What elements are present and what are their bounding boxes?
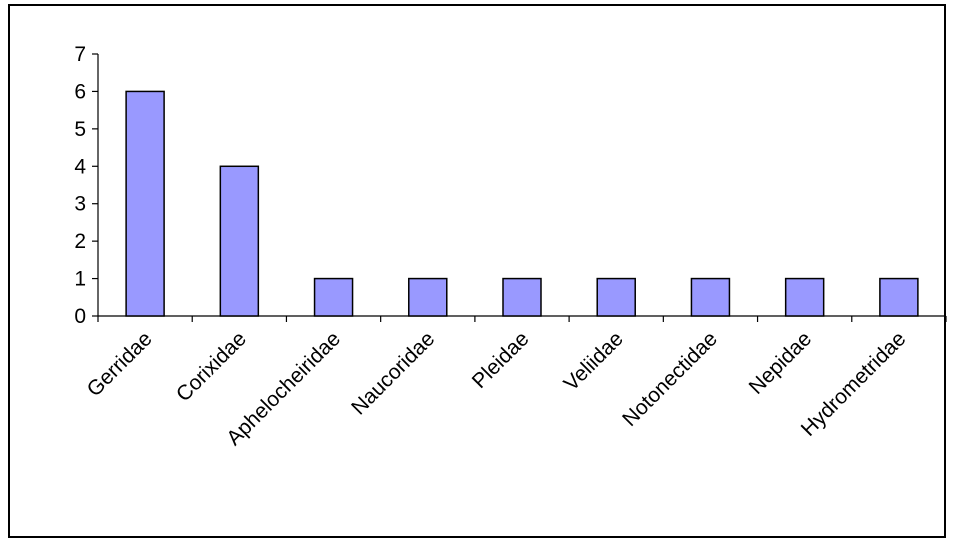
y-tick-label: 5	[74, 118, 86, 141]
y-tick-label: 7	[74, 43, 86, 66]
bars	[125, 90, 919, 317]
x-category-label: Corixidae	[172, 327, 251, 406]
x-category-label: Veliidae	[559, 327, 627, 395]
x-category-label: Pleidae	[468, 327, 534, 393]
y-tick-label: 1	[74, 268, 86, 291]
bar	[219, 165, 260, 317]
bar	[408, 277, 448, 317]
bar	[596, 277, 636, 317]
bar	[879, 277, 919, 317]
y-axis-ticks: 0 1 2 3 4 5 6 7	[74, 43, 98, 328]
y-tick-label: 0	[74, 305, 86, 328]
bar	[784, 277, 825, 317]
bar	[313, 277, 354, 317]
x-category-label: Nepidae	[745, 327, 817, 399]
y-tick-label: 3	[74, 193, 86, 216]
bar	[690, 277, 731, 317]
y-tick-label: 4	[74, 155, 86, 178]
x-category-label: Naucoridae	[347, 327, 439, 419]
y-tick-label: 2	[74, 230, 86, 253]
bar	[125, 90, 165, 317]
x-category-label: Notonectidae	[618, 327, 722, 431]
bar	[502, 277, 542, 317]
y-tick-label: 6	[74, 80, 86, 103]
x-category-label: Gerridae	[83, 327, 157, 401]
